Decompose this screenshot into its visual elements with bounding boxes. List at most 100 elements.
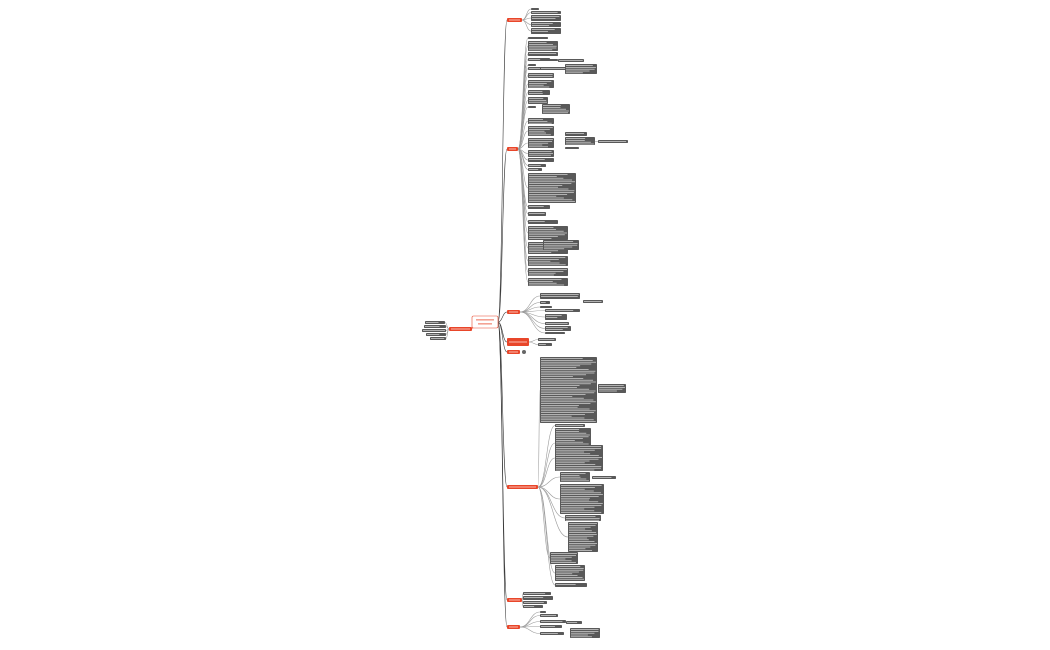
text-line <box>556 432 587 434</box>
topic-box <box>528 278 568 286</box>
text-line <box>532 12 558 13</box>
text-line <box>556 446 602 447</box>
topic-box <box>531 22 561 27</box>
text-line <box>556 436 589 438</box>
text-line <box>556 464 596 465</box>
text-line <box>556 568 584 569</box>
connector <box>519 311 546 334</box>
text-line <box>569 541 595 542</box>
marker <box>522 350 526 354</box>
text-line <box>539 344 546 345</box>
connector <box>537 457 556 488</box>
text-line <box>529 91 543 92</box>
text-line <box>561 508 585 510</box>
text-line <box>561 501 599 503</box>
text-line <box>529 132 547 134</box>
text-line <box>541 399 594 401</box>
text-line <box>541 294 579 295</box>
text-line <box>599 388 623 390</box>
text-line <box>532 23 553 24</box>
text-line <box>556 434 590 436</box>
text-line <box>541 421 596 422</box>
text-line <box>556 462 585 464</box>
text-line <box>529 121 548 122</box>
text-line <box>566 516 596 517</box>
text-line <box>529 42 547 43</box>
topic-box <box>528 173 576 203</box>
text-line <box>593 477 612 478</box>
text-line <box>541 419 594 421</box>
text-line <box>546 323 568 324</box>
topic-box <box>528 268 568 276</box>
text-line <box>541 363 592 365</box>
text-line <box>529 232 567 234</box>
text-line <box>541 383 591 385</box>
text-line <box>529 144 543 146</box>
connector <box>497 311 508 323</box>
topic-box <box>528 90 550 95</box>
text-line <box>556 425 584 426</box>
topic-box <box>528 73 554 78</box>
text-line <box>556 443 589 445</box>
text-line <box>509 351 518 353</box>
text-line <box>561 494 603 495</box>
text-line <box>569 548 586 550</box>
text-line <box>569 539 589 541</box>
text-line <box>544 246 573 248</box>
text-line <box>556 573 573 575</box>
text-line <box>569 546 591 548</box>
text-line <box>478 323 492 325</box>
text-line <box>529 185 563 186</box>
text-line <box>529 236 558 237</box>
text-line <box>543 112 568 114</box>
text-line <box>556 453 591 455</box>
central-topic <box>471 315 499 329</box>
text-line <box>541 615 557 616</box>
text-line <box>546 310 574 311</box>
text-line <box>427 334 440 335</box>
text-line <box>541 415 572 417</box>
text-line <box>529 181 575 183</box>
text-line <box>543 107 561 108</box>
text-line <box>529 101 547 103</box>
connector <box>517 106 529 150</box>
text-line <box>529 98 544 99</box>
text-line <box>541 68 567 69</box>
topic-box <box>555 583 587 587</box>
text-line <box>556 577 583 578</box>
text-line <box>529 59 549 60</box>
text-line <box>561 473 586 474</box>
text-line <box>532 16 560 17</box>
text-line <box>569 523 597 524</box>
text-line <box>556 467 601 469</box>
text-line <box>524 597 544 598</box>
text-line <box>566 133 585 134</box>
text-line <box>556 440 575 441</box>
text-line <box>529 119 543 120</box>
text-line <box>541 360 593 361</box>
text-line <box>529 201 575 202</box>
connectors <box>444 8 599 634</box>
text-line <box>566 519 600 521</box>
text-line <box>561 488 585 490</box>
text-line <box>567 622 578 623</box>
text-line <box>566 518 600 519</box>
text-line <box>541 385 580 386</box>
text-line <box>559 60 583 61</box>
text-line <box>529 47 557 49</box>
text-line <box>451 328 470 330</box>
topic-box <box>555 445 603 471</box>
connector <box>537 389 541 488</box>
text-line <box>541 381 596 383</box>
topic-box <box>528 37 548 39</box>
text-line <box>551 556 572 558</box>
text-line <box>529 139 553 140</box>
text-line <box>561 475 580 476</box>
text-line <box>529 84 544 86</box>
text-line <box>529 177 564 179</box>
connector <box>497 148 508 323</box>
text-line <box>556 431 579 432</box>
text-line <box>543 108 567 110</box>
text-line <box>561 478 587 480</box>
text-line <box>569 535 594 537</box>
